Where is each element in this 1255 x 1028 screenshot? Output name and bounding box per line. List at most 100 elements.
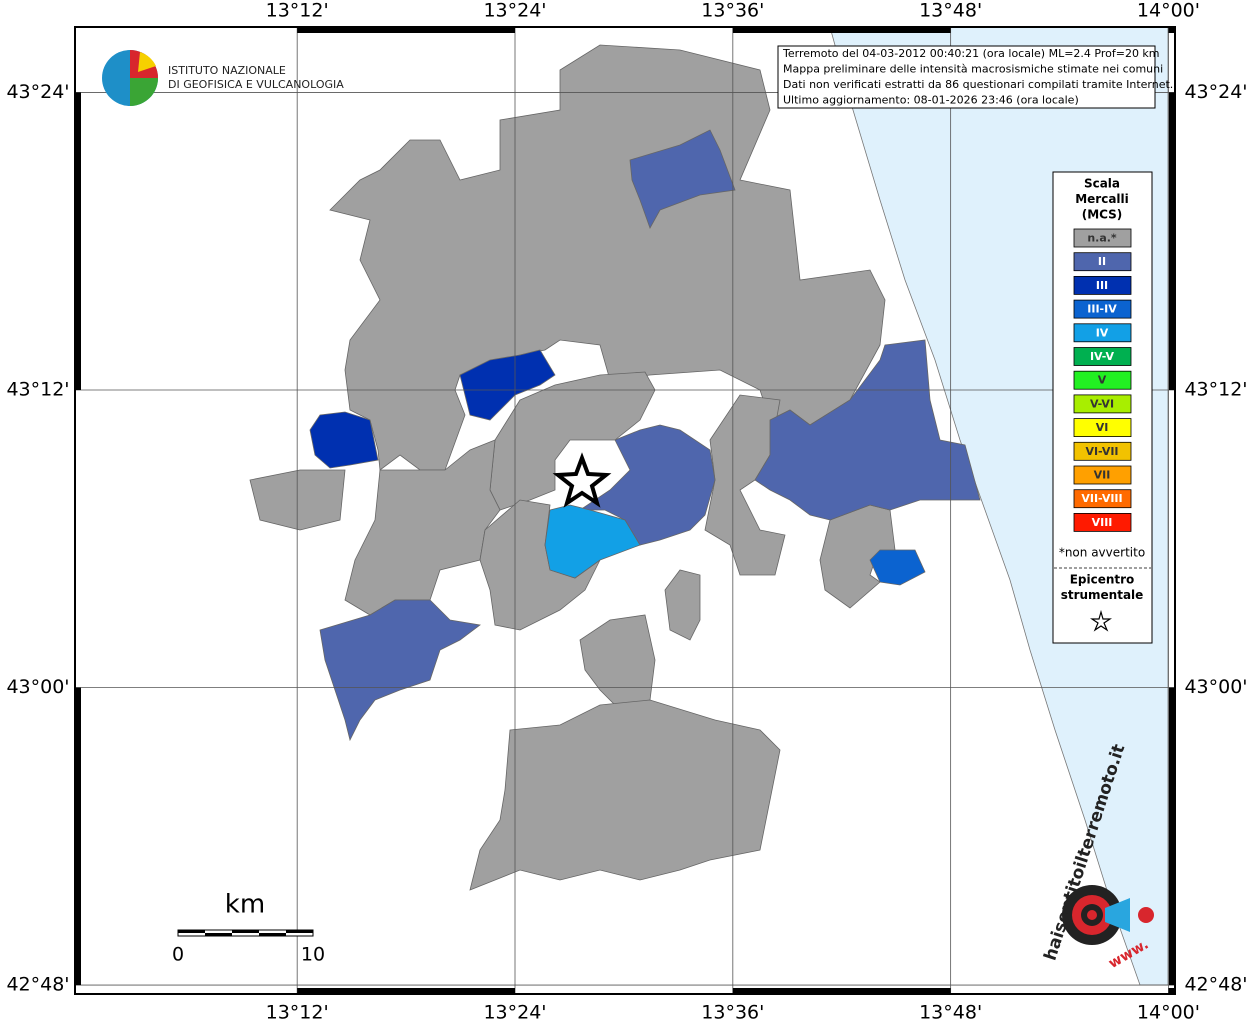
- scale-start: 0: [172, 944, 184, 966]
- legend-epicenter: Epicentro: [1070, 573, 1135, 587]
- x-tick-label: 13°48': [919, 1002, 982, 1024]
- area: [869, 549, 926, 586]
- legend-star: [1090, 609, 1112, 632]
- legend-swatch: [1073, 323, 1132, 343]
- area: [704, 394, 786, 576]
- x-tick-label: 13°36': [701, 1002, 764, 1024]
- scale-unit: km: [225, 890, 265, 920]
- area: [309, 411, 379, 469]
- info-line: Mappa preliminare delle intensità macros…: [783, 63, 1163, 76]
- x-tick-label: 13°36': [701, 0, 764, 22]
- frame-bar: [732, 26, 951, 33]
- legend-label: IV-V: [1090, 350, 1115, 363]
- map-frame: [74, 26, 1176, 995]
- frame-bar: [1169, 92, 1176, 390]
- legend-epicenter: strumentale: [1061, 588, 1144, 602]
- frame-bar: [732, 988, 951, 995]
- legend-label: III: [1096, 279, 1108, 292]
- legend-note: *non avvertito: [1059, 546, 1145, 560]
- legend-swatch: [1073, 489, 1132, 509]
- legend-swatch: [1073, 465, 1132, 485]
- legend-swatch: [1073, 513, 1132, 532]
- scale-bar-segment: [232, 930, 259, 933]
- legend-label: V-VI: [1090, 397, 1114, 410]
- y-tick-label: 42°48': [1184, 974, 1247, 996]
- frame-bar: [1169, 687, 1176, 986]
- scale-bar: km 0 10: [172, 890, 325, 966]
- legend-title: Mercalli: [1075, 192, 1129, 206]
- legend-swatch: [1073, 394, 1132, 414]
- legend-swatch: [1073, 299, 1132, 319]
- area: [319, 599, 481, 742]
- info-box: [777, 45, 1156, 109]
- institute-name: ISTITUTO NAZIONALE: [168, 64, 286, 77]
- legend-label: VII-VIII: [1081, 492, 1122, 505]
- logo-dot: [1138, 907, 1154, 923]
- scale-bar-segment: [205, 933, 232, 936]
- y-tick-label: 43°24': [6, 81, 69, 103]
- frame-bar: [74, 92, 81, 390]
- area: [329, 44, 886, 471]
- scale-end: 10: [301, 944, 325, 966]
- x-tick-label: 13°48': [919, 0, 982, 22]
- globe-part: [138, 52, 156, 72]
- x-tick-label: 13°24': [483, 0, 546, 22]
- legend-content: ScalaMercalli(MCS)n.a.*IIIIIIII-IVIVIV-V…: [1054, 177, 1151, 632]
- y-tick-label: 43°00': [6, 676, 69, 698]
- legend-label: VII: [1094, 469, 1111, 482]
- frame-bar: [74, 687, 81, 986]
- globe-part: [130, 78, 158, 106]
- municipalities: [249, 44, 981, 891]
- legend-swatch: [1073, 441, 1132, 461]
- area: [664, 569, 701, 641]
- legend-label: n.a.*: [1087, 232, 1117, 245]
- area: [469, 699, 781, 891]
- x-tick-label: 13°12': [266, 0, 329, 22]
- ingv-logo: ISTITUTO NAZIONALE DI GEOFISICA E VULCAN…: [102, 50, 344, 106]
- legend-swatch: [1073, 370, 1132, 390]
- legend-label: VIII: [1092, 516, 1113, 529]
- legend-label: V: [1098, 374, 1107, 387]
- info-line: Terremoto del 04-03-2012 00:40:21 (ora l…: [782, 47, 1160, 60]
- epicenter-star: [552, 452, 612, 508]
- area: [459, 349, 556, 421]
- frame-bar: [297, 988, 515, 995]
- info-line: Ultimo aggiornamento: 08-01-2026 23:46 (…: [783, 94, 1079, 107]
- area: [544, 504, 641, 579]
- legend-label: II: [1098, 255, 1106, 268]
- y-tick-label: 43°12': [6, 378, 69, 400]
- y-tick-label: 43°24': [1184, 81, 1247, 103]
- area: [479, 499, 601, 631]
- legend-swatch: [1073, 228, 1132, 248]
- logo-ring: [1087, 910, 1097, 920]
- scale-bar-segment: [259, 933, 286, 936]
- frame-bars: [74, 26, 1176, 995]
- legend-swatch: [1073, 252, 1132, 272]
- x-tick-label: 13°12': [266, 1002, 329, 1024]
- y-tick-label: 43°00': [1184, 676, 1247, 698]
- area: [754, 339, 981, 521]
- legend-swatch: [1073, 347, 1132, 366]
- legend-title: (MCS): [1082, 208, 1123, 222]
- legend-swatch: [1073, 418, 1132, 438]
- legend-label: VI: [1096, 421, 1109, 434]
- frame-bar: [1168, 26, 1175, 33]
- tick-labels: 13°12' 13°12' 13°24' 13°24' 13°36' 13°36' 13°4…: [6, 0, 1247, 1024]
- frame-bar: [297, 26, 515, 33]
- legend-label: III-IV: [1087, 303, 1117, 316]
- frame-bar: [1168, 988, 1175, 995]
- institute-name: DI GEOFISICA E VULCANOLOGIA: [168, 78, 344, 91]
- info-text: Terremoto del 04-03-2012 00:40:21 (ora l…: [782, 47, 1173, 107]
- x-tick-label: 14°00': [1137, 1002, 1200, 1024]
- x-tick-label: 14°00': [1137, 0, 1200, 22]
- area: [629, 129, 736, 229]
- info-line: Dati non verificati estratti da 86 quest…: [783, 78, 1173, 91]
- legend-label: VI-VII: [1085, 445, 1118, 458]
- x-tick-label: 13°24': [483, 1002, 546, 1024]
- legend-title: Scala: [1084, 177, 1120, 191]
- graticule: [75, 27, 1175, 994]
- scale-bar-segment: [286, 930, 313, 933]
- logo-horn: [1105, 898, 1130, 932]
- legend-swatch: [1073, 275, 1132, 295]
